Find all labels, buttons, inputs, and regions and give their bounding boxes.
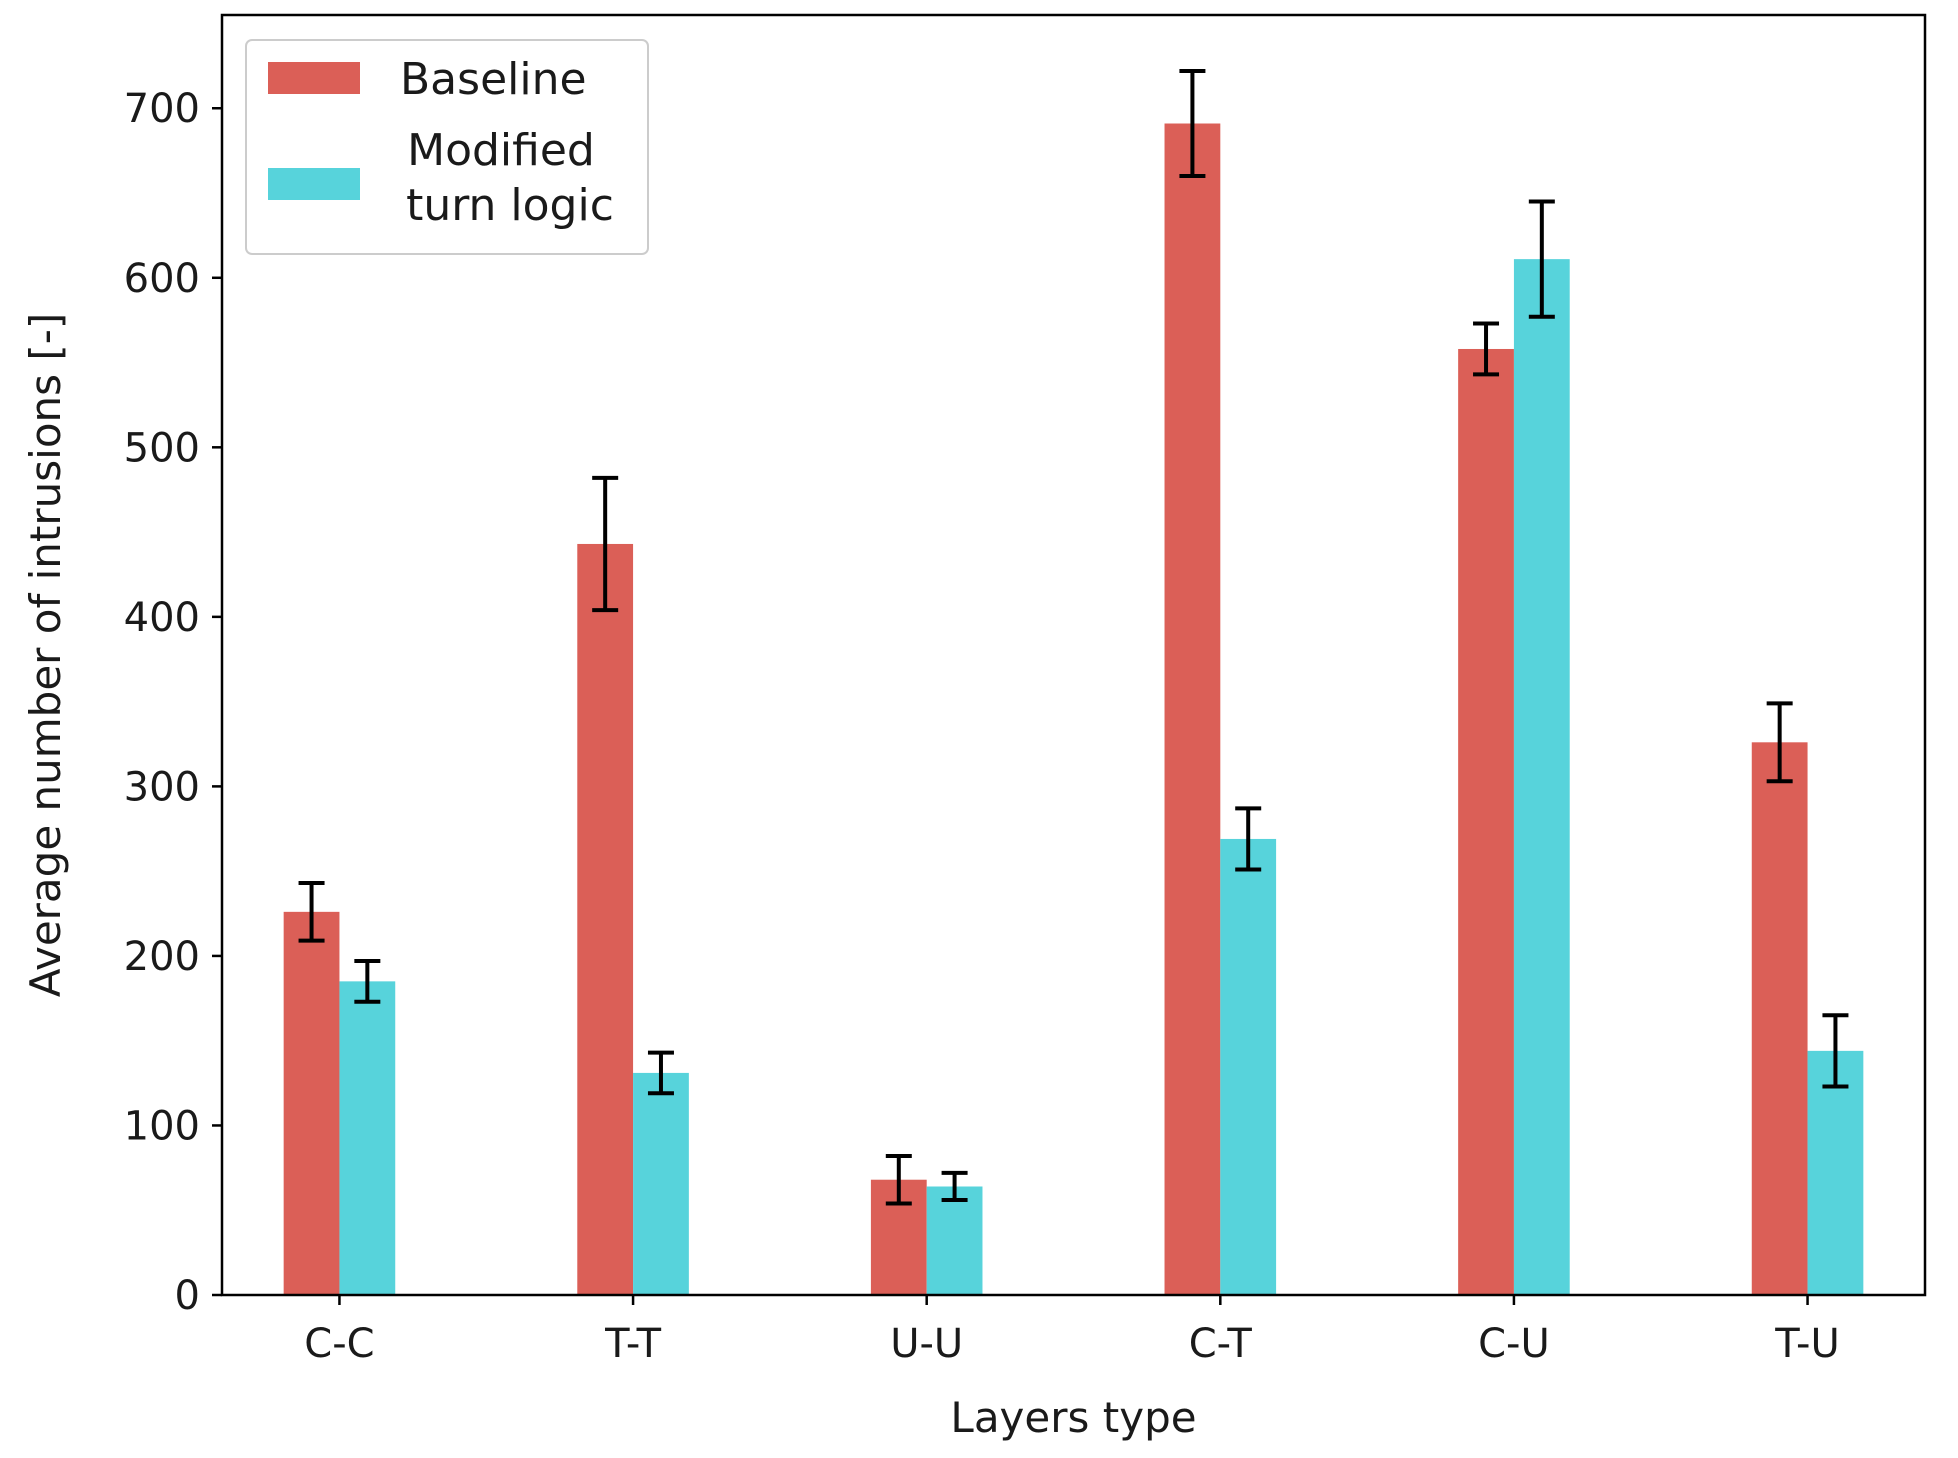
errorbar-modified-turn-logic-t-u (1822, 1013, 1849, 1089)
bar-modified-turn-logic-c-t (1220, 838, 1277, 1295)
x-tick-label-c-c: C-C (304, 1321, 374, 1367)
errorbar-modified-turn-logic-c-t (1235, 806, 1262, 872)
y-tick-label: 700 (124, 86, 200, 132)
errorbar-baseline-c-c (298, 881, 325, 943)
bar-modified-turn-logic-u-u (926, 1186, 983, 1295)
y-tick-label: 500 (124, 425, 200, 471)
y-tick-label: 100 (124, 1103, 200, 1149)
errorbar-baseline-c-u (1473, 321, 1500, 377)
y-axis-label: Average number of intrusions [-] (21, 313, 70, 998)
x-tick-label-t-u: T-U (1774, 1321, 1839, 1367)
plot-frame (220, 13, 1927, 1297)
legend-swatch-baseline (268, 62, 360, 94)
bars-layer (283, 123, 1864, 1296)
errorbar-baseline-u-u (885, 1153, 912, 1206)
x-tick-label-c-u: C-U (1478, 1321, 1550, 1367)
x-tick-label-u-u: U-U (890, 1321, 963, 1367)
errorbar-baseline-c-t (1179, 68, 1206, 179)
y-tick-label: 400 (124, 595, 200, 641)
y-axis-ticks: 0 100 200 300 400 500 600 700 (124, 86, 222, 1319)
y-tick-label: 200 (124, 934, 200, 980)
errorbars-layer (298, 68, 1849, 1206)
x-tick-label-t-t: T-T (604, 1321, 662, 1367)
legend-label-modified-line2: turn logic (406, 180, 614, 231)
bar-modified-turn-logic-c-u (1513, 259, 1570, 1295)
x-tick-label-c-t: C-T (1189, 1321, 1253, 1367)
bar-modified-turn-logic-t-t (633, 1072, 689, 1295)
y-tick-label: 600 (124, 256, 200, 302)
bar-baseline-c-c (283, 911, 340, 1295)
bar-baseline-t-u (1751, 742, 1808, 1295)
errorbar-baseline-t-u (1766, 701, 1793, 784)
errorbar-modified-turn-logic-u-u (941, 1170, 968, 1203)
x-axis-ticks: C-C T-T U-U C-T C-U T-U (304, 1295, 1840, 1367)
legend-label-baseline: Baseline (400, 54, 587, 105)
bar-baseline-c-t (1164, 123, 1221, 1296)
legend: Baseline Modified turn logic (245, 39, 649, 255)
errorbar-modified-turn-logic-t-t (647, 1050, 674, 1096)
errorbar-baseline-t-t (592, 475, 619, 613)
legend-label-modified-line1: Modified (407, 125, 595, 176)
errorbar-modified-turn-logic-c-u (1528, 199, 1555, 319)
y-tick-label: 300 (124, 764, 200, 810)
bar-modified-turn-logic-c-c (339, 981, 396, 1295)
bar-baseline-t-t (577, 543, 634, 1295)
errorbar-modified-turn-logic-c-c (354, 959, 381, 1004)
x-axis-label: Layers type (950, 1393, 1196, 1442)
bar-modified-turn-logic-t-u (1807, 1050, 1864, 1295)
legend-swatch-modified (268, 168, 360, 200)
bar-baseline-c-u (1458, 348, 1514, 1295)
y-tick-label: 0 (175, 1273, 200, 1319)
